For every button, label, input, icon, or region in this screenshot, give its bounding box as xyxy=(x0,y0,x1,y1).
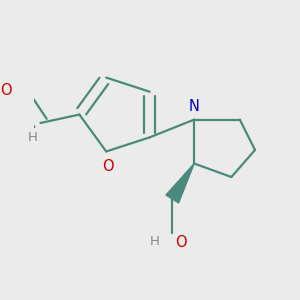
Text: N: N xyxy=(189,98,200,113)
Polygon shape xyxy=(166,164,194,203)
Text: O: O xyxy=(102,159,114,174)
Text: O: O xyxy=(0,83,12,98)
Text: H: H xyxy=(149,236,159,248)
Text: O: O xyxy=(175,236,187,250)
Text: H: H xyxy=(28,131,38,144)
